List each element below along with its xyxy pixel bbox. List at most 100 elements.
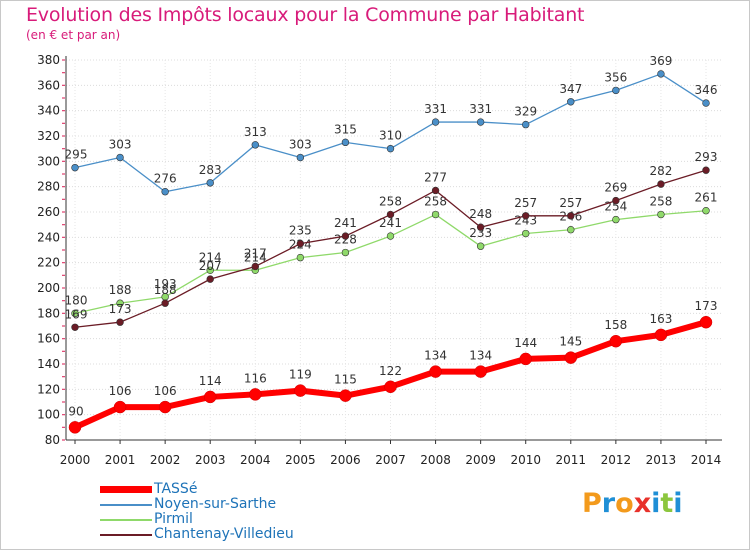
data-point [341,138,350,147]
data-point [251,141,259,149]
data-point [429,365,442,378]
data-point [341,248,350,257]
y-tick-label: 180 [37,306,60,320]
data-point [519,352,532,366]
data-label: 217 [244,246,267,260]
data-label: 346 [695,83,718,97]
logo-letter: x [633,488,652,519]
data-label: 235 [289,224,312,238]
data-point [476,223,485,231]
x-tick-label: 2001 [105,453,136,467]
data-point [522,212,530,220]
data-label: 119 [289,368,312,382]
data-point [294,384,307,397]
data-label: 283 [199,163,222,177]
data-point [116,299,124,307]
y-tick-label: 220 [37,256,60,270]
data-label: 276 [154,172,177,186]
data-label: 293 [695,150,718,164]
legend-swatch [100,486,152,493]
x-tick-label: 2009 [465,453,496,467]
data-point [612,196,620,205]
data-label: 257 [559,196,582,210]
y-tick-label: 260 [37,205,60,219]
x-tick-label: 2006 [330,453,361,467]
data-label: 257 [514,196,537,210]
data-point [476,118,485,126]
series-pirmil: 1801881932142142242282412582332432462542… [65,191,718,318]
y-tick-label: 380 [37,53,60,67]
legend-label: Noyen-sur-Sarthe [154,496,277,512]
legend-item-tasse: TASSé [100,482,400,497]
data-point [71,323,79,331]
legend-label: Chantenay-Villedieu [154,526,294,542]
proxiti-logo: Proxiti [582,488,683,519]
series-noyen-sur-sarthe: 295 303 276 283 313 303 315 310 331 331 329 347 356 3… [65,54,718,196]
data-label: 269 [604,181,627,195]
data-point [476,242,485,250]
data-point [158,400,172,414]
data-point [657,70,665,78]
data-label: 163 [649,312,672,326]
data-point [386,144,395,153]
y-tick-label: 340 [37,104,60,118]
data-label: 258 [379,195,402,209]
data-label: 233 [469,226,492,240]
data-label: 241 [379,216,402,230]
data-point [203,390,217,404]
data-label: 134 [469,349,492,363]
x-tick-label: 2014 [691,453,722,467]
data-point [384,380,397,394]
data-point [206,266,214,274]
data-label: 188 [154,283,177,297]
x-tick-label: 2012 [601,453,632,467]
logo-letter: i [673,488,683,519]
data-label: 106 [109,384,132,398]
data-point [206,179,214,187]
data-point [341,232,350,240]
data-label: 369 [649,54,672,68]
y-tick-label: 160 [37,332,60,346]
data-label: 214 [244,250,267,264]
data-label: 356 [604,70,627,84]
data-point [702,99,710,107]
data-label: 258 [424,195,447,209]
data-point [116,318,124,326]
data-label: 303 [289,138,312,152]
data-point [161,188,169,196]
series-chantenay-villedieu: 169 173 188 207 217 235 241 258 277 248 257 257 269 2… [65,150,718,331]
data-point [522,120,530,129]
data-point [612,86,620,95]
y-tick-label: 200 [37,281,60,295]
data-label: 188 [109,283,132,297]
data-label: 134 [424,349,447,363]
x-tick-label: 2007 [375,453,406,467]
legend-item-chantenay-villedieu: Chantenay-Villedieu [100,527,400,542]
y-tick-label: 280 [37,180,60,194]
data-label: 347 [559,82,582,96]
data-label: 261 [695,191,718,205]
logo-letter: t [660,488,674,519]
data-label: 90 [68,404,83,418]
data-label: 106 [154,384,177,398]
data-label: 258 [649,195,672,209]
data-point [699,315,713,329]
y-tick-label: 300 [37,154,60,168]
logo-letter: P [582,488,602,519]
data-point [116,153,124,162]
y-tick-label: 120 [37,382,60,396]
data-point [567,226,575,234]
data-label: 310 [379,129,402,143]
data-point [68,421,82,434]
x-tick-label: 2011 [556,453,587,467]
data-point [612,215,620,224]
data-label: 207 [199,259,222,273]
legend-swatch [100,504,152,506]
data-label: 277 [424,170,447,184]
x-tick-label: 2000 [60,453,91,467]
y-tick-label: 100 [37,408,60,422]
data-point [296,239,305,248]
series-tass-: 90 106 106 114 116 119 115 122 134 134 144 145 158 16… [68,299,717,434]
